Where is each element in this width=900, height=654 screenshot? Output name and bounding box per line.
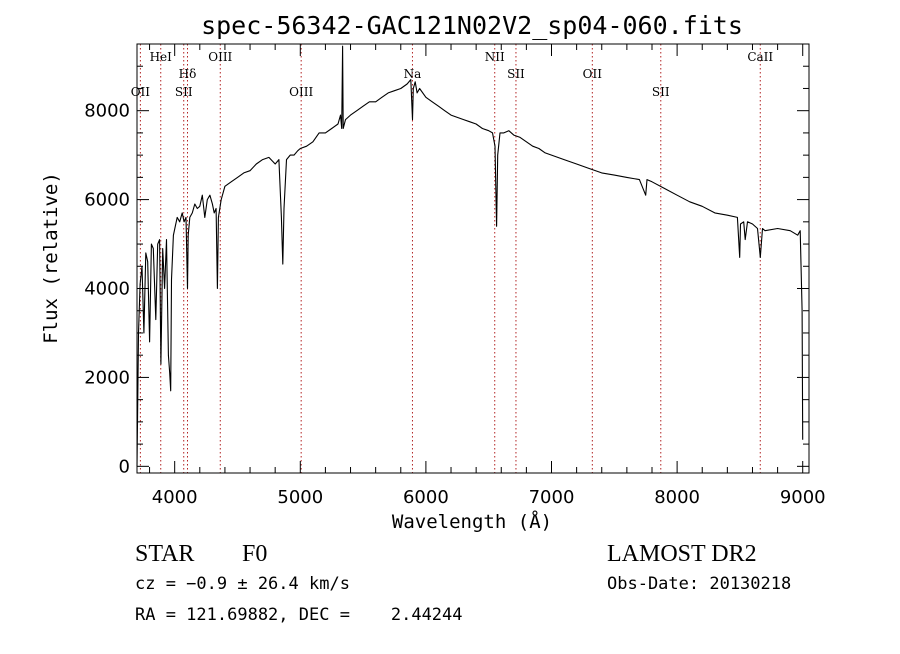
x-tick-label-6000: 6000 — [403, 487, 449, 508]
y-tick-label-6000: 6000 — [84, 190, 130, 211]
x-tick-label-9000: 9000 — [780, 487, 826, 508]
emission-line-markers — [139, 44, 761, 473]
x-tick-label-7000: 7000 — [529, 487, 575, 508]
y-tick-label-4000: 4000 — [84, 279, 130, 300]
radial-velocity: cz = −0.9 ± 26.4 km/s — [135, 574, 350, 594]
y-axis-label: Flux (relative) — [40, 172, 62, 344]
y-tick-label-0: 0 — [119, 456, 130, 477]
line-label-11: CaII — [747, 50, 773, 64]
line-label-9: OII — [583, 67, 603, 81]
line-label-8: SII — [507, 67, 525, 81]
x-axis-ticks: 4000 5000 6000 7000 8000 9000 — [149, 44, 826, 508]
x-tick-label-4000: 4000 — [152, 487, 198, 508]
plot-frame — [136, 43, 810, 474]
spectral-subclass: F0 — [242, 541, 267, 567]
observation-date: Obs-Date: 20130218 — [607, 574, 791, 594]
y-tick-label-2000: 2000 — [84, 367, 130, 388]
line-label-3: SII — [175, 85, 193, 99]
line-label-4: OIII — [208, 50, 232, 64]
object-class: STAR — [135, 541, 194, 567]
line-label-2: Hδ — [179, 67, 197, 81]
y-axis-ticks: 0 2000 4000 6000 8000 — [84, 65, 809, 477]
survey-release: LAMOST DR2 — [607, 541, 757, 567]
x-axis-label: Wavelength (Å) — [392, 510, 552, 533]
y-tick-label-8000: 8000 — [84, 101, 130, 122]
x-tick-label-5000: 5000 — [277, 487, 323, 508]
spectrum-line — [136, 45, 804, 467]
line-label-5: OIII — [289, 85, 313, 99]
line-label-10: SII — [652, 85, 670, 99]
line-label-7: NII — [485, 50, 505, 64]
sky-coordinates: RA = 121.69882, DEC = 2.44244 — [135, 605, 463, 625]
line-label-1: HeI — [150, 50, 173, 64]
line-label-0: OII — [131, 85, 151, 99]
x-tick-label-8000: 8000 — [654, 487, 700, 508]
chart-title: spec-56342-GAC121N02V2_sp04-060.fits — [201, 11, 743, 40]
line-label-6: Na — [404, 67, 422, 81]
spectrum-series — [136, 45, 804, 467]
